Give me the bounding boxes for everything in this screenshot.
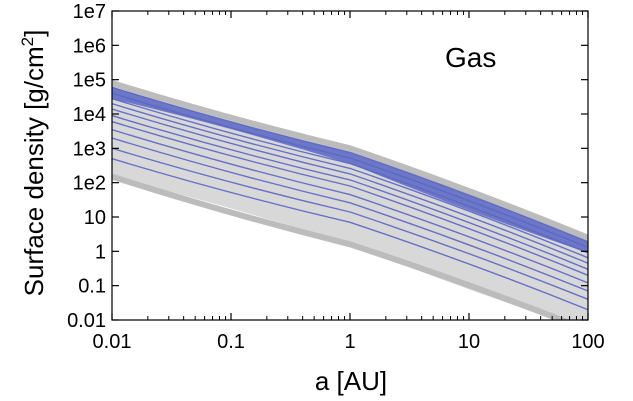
y-tick-label: 1e5 bbox=[73, 70, 106, 92]
series-line bbox=[112, 147, 588, 300]
series-line bbox=[112, 137, 588, 292]
y-axis-label-superscript: 2 bbox=[18, 37, 37, 46]
series-line bbox=[112, 97, 588, 254]
y-tick-label: 0.1 bbox=[78, 276, 106, 298]
series-line bbox=[112, 129, 588, 284]
x-tick-label: 0.01 bbox=[93, 331, 132, 353]
y-tick-label: 10 bbox=[84, 207, 106, 229]
x-tick-label: 10 bbox=[458, 331, 480, 353]
x-tick-label: 1 bbox=[344, 331, 355, 353]
x-tick-label: 100 bbox=[571, 331, 604, 353]
series-line bbox=[112, 114, 588, 270]
y-axis-label-suffix: ] bbox=[19, 30, 49, 37]
series-line bbox=[112, 158, 588, 311]
y-tick-label: 1 bbox=[95, 241, 106, 263]
x-tick-label: 0.1 bbox=[217, 331, 245, 353]
y-tick-label: 1e2 bbox=[73, 173, 106, 195]
series-line bbox=[112, 103, 588, 259]
blue-band bbox=[112, 87, 588, 253]
series-line bbox=[112, 173, 570, 320]
axis-tick-labels: 0.01 0.1 1 10 100 0.01 0.1 1 10 1e2 1e3 1e4 1e5 1e6 1e… bbox=[67, 1, 605, 353]
series-line bbox=[112, 108, 588, 264]
plot-area bbox=[112, 80, 588, 320]
series-line bbox=[112, 92, 588, 249]
y-tick-label: 0.01 bbox=[67, 310, 106, 332]
gray-envelope bbox=[112, 83, 588, 320]
axis-ticks bbox=[111, 10, 589, 321]
gas-annotation: Gas bbox=[445, 42, 496, 73]
y-axis-label-main: Surface density [g/cm bbox=[19, 46, 49, 296]
series-line bbox=[112, 120, 588, 276]
x-axis-label: a [AU] bbox=[315, 366, 387, 396]
y-axis-label: Surface density [g/cm2] bbox=[18, 30, 49, 297]
series-line bbox=[112, 80, 588, 241]
y-tick-label: 1e4 bbox=[73, 104, 106, 126]
y-tick-label: 1e3 bbox=[73, 138, 106, 160]
series-line bbox=[112, 86, 588, 243]
plot-content bbox=[111, 10, 589, 321]
y-tick-label: 1e6 bbox=[73, 35, 106, 57]
y-tick-label: 1e7 bbox=[73, 1, 106, 23]
